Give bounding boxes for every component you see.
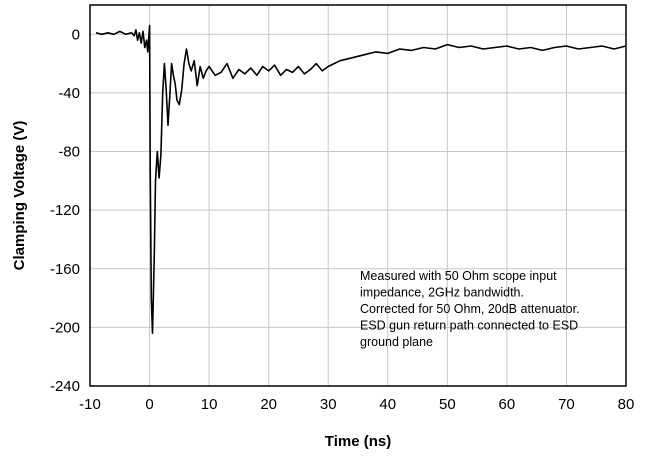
x-tick-label: 30 bbox=[320, 396, 337, 413]
y-tick-label: -240 bbox=[50, 378, 80, 395]
x-tick-label: 10 bbox=[201, 396, 218, 413]
x-tick-label: 80 bbox=[618, 396, 635, 413]
y-tick-label: -160 bbox=[50, 261, 80, 278]
y-tick-label: 0 bbox=[72, 26, 80, 43]
x-tick-label: 20 bbox=[260, 396, 277, 413]
x-tick-label: 50 bbox=[439, 396, 456, 413]
x-tick-label: 40 bbox=[379, 396, 396, 413]
note-line: ground plane bbox=[360, 335, 433, 349]
measurement-note: Measured with 50 Ohm scope input impedanc… bbox=[360, 269, 580, 349]
y-tick-label: -120 bbox=[50, 202, 80, 219]
note-line: ESD gun return path connected to ESD bbox=[360, 319, 578, 333]
x-tick-label: 60 bbox=[499, 396, 516, 413]
note-line: impedance, 2GHz bandwidth. bbox=[360, 286, 524, 300]
x-tick-label: -10 bbox=[79, 396, 101, 413]
y-tick-label: -80 bbox=[58, 144, 80, 161]
plot-frame bbox=[89, 4, 627, 387]
note-line: Corrected for 50 Ohm, 20dB attenuator. bbox=[360, 302, 580, 316]
y-tick-label: -200 bbox=[50, 319, 80, 336]
y-tick-labels: 0 -40 -80 -120 -160 -200 -240 bbox=[50, 26, 80, 395]
x-tick-labels: -10 0 10 20 30 40 50 60 70 80 bbox=[79, 396, 634, 413]
x-tick-label: 0 bbox=[145, 396, 153, 413]
y-axis-title: Clamping Voltage (V) bbox=[11, 121, 28, 271]
note-line: Measured with 50 Ohm scope input bbox=[360, 269, 557, 283]
x-axis-title: Time (ns) bbox=[325, 433, 391, 450]
y-tick-label: -40 bbox=[58, 85, 80, 102]
voltage-trace-line bbox=[95, 24, 627, 334]
x-tick-label: 70 bbox=[558, 396, 575, 413]
